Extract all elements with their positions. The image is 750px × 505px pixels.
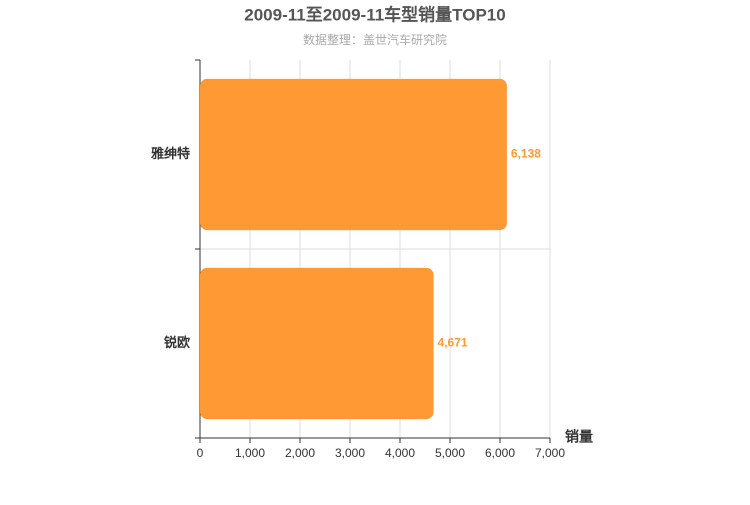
chart-subtitle: 数据整理：盖世汽车研究院 xyxy=(303,32,447,47)
value-label: 6,138 xyxy=(511,147,541,161)
x-tick-label: 5,000 xyxy=(435,446,465,460)
x-tick-label: 7,000 xyxy=(535,446,565,460)
y-tick-label: 锐欧 xyxy=(164,335,190,350)
x-tick-label: 0 xyxy=(197,446,204,460)
chart-title: 2009-11至2009-11车型销量TOP10 xyxy=(244,4,505,24)
x-axis-label: 销量 xyxy=(565,429,593,445)
x-tick-label: 6,000 xyxy=(485,446,515,460)
x-tick-label: 1,000 xyxy=(235,446,265,460)
y-tick-label: 雅绅特 xyxy=(151,146,190,161)
bar xyxy=(200,267,434,420)
x-tick-label: 2,000 xyxy=(285,446,315,460)
value-label: 4,671 xyxy=(438,336,468,350)
x-tick-label: 3,000 xyxy=(335,446,365,460)
bar xyxy=(200,78,507,231)
x-tick-label: 4,000 xyxy=(385,446,415,460)
